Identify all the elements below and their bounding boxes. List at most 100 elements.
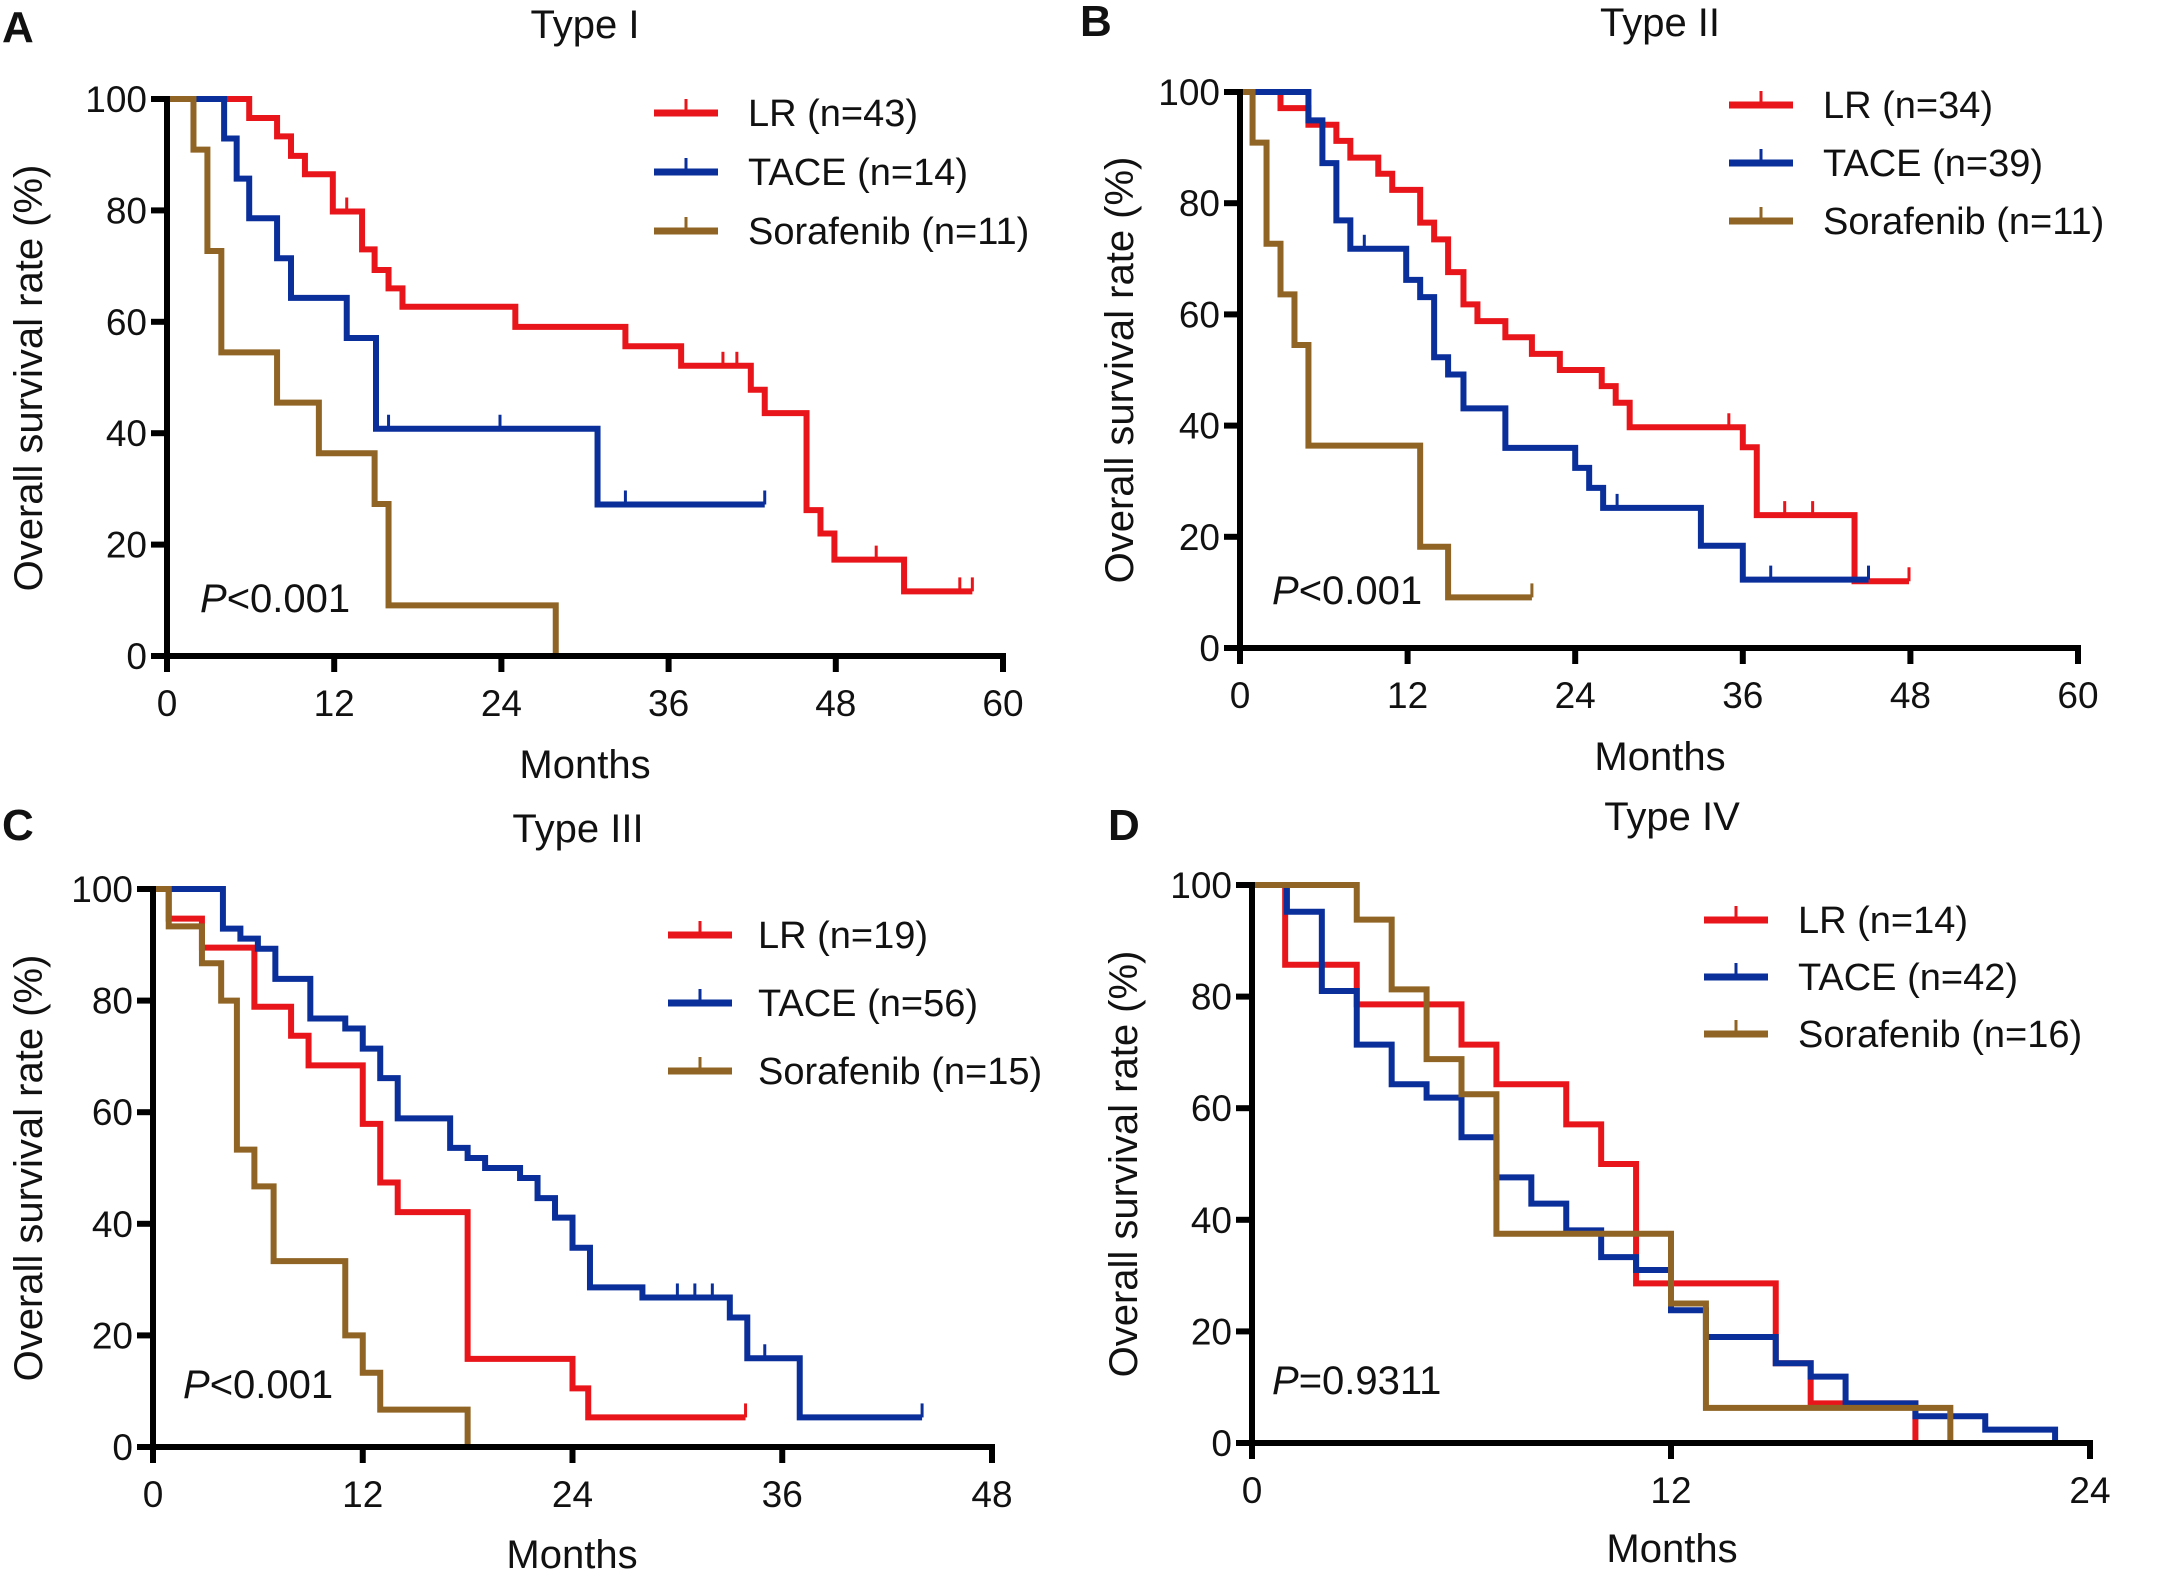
y-tick-label: 20 — [106, 525, 147, 566]
x-tick-label: 0 — [1230, 675, 1251, 716]
km-curve-tace — [167, 96, 765, 508]
panel-letter-d: D — [1108, 801, 1140, 850]
y-tick-label: 60 — [1191, 1088, 1232, 1129]
legend-label-tace: TACE (n=14) — [748, 152, 968, 194]
y-tick-label: 80 — [1179, 183, 1220, 224]
km-curve-lr — [153, 886, 746, 1421]
km-curve-sorafenib — [167, 96, 559, 656]
km-curve-tace — [1240, 89, 1869, 583]
km-curve-sorafenib — [153, 886, 471, 1447]
x-tick-label: 48 — [971, 1474, 1012, 1515]
legend-label-sorafenib: Sorafenib (n=11) — [748, 211, 1029, 253]
x-tick-label: 48 — [1890, 675, 1931, 716]
x-tick-label: 0 — [143, 1474, 164, 1515]
y-tick-label: 20 — [1179, 517, 1220, 558]
p-value-annotation: P<0.001 — [1272, 569, 1422, 613]
p-symbol: P — [200, 577, 227, 621]
x-tick-label: 24 — [552, 1474, 593, 1515]
y-tick-label: 100 — [1158, 72, 1220, 113]
y-tick-label: 80 — [106, 190, 147, 231]
y-tick-label: 60 — [92, 1092, 133, 1133]
km-curve-lr — [167, 96, 973, 595]
x-axis-label: Months — [1594, 735, 1725, 779]
y-tick-label: 100 — [1170, 865, 1232, 906]
legend: LR (n=14) TACE (n=42) Sorafenib (n=16) — [1704, 900, 2082, 1056]
km-curve-lr — [1240, 89, 1909, 585]
y-tick-label: 40 — [92, 1204, 133, 1245]
km-curve-tace — [153, 886, 923, 1421]
y-tick-label: 40 — [1179, 406, 1220, 447]
legend: LR (n=19) TACE (n=56) Sorafenib (n=15) — [668, 915, 1042, 1093]
p-value: <0.001 — [210, 1363, 333, 1407]
x-tick-label: 24 — [481, 683, 522, 724]
p-value: <0.001 — [1299, 569, 1422, 613]
x-tick-label: 12 — [314, 683, 355, 724]
panel-letter-b: B — [1080, 0, 1112, 46]
panel-a: A Type I Months Overall survival rate (%… — [2, 3, 1029, 787]
legend: LR (n=43) TACE (n=14) Sorafenib (n=11) — [654, 93, 1029, 253]
x-tick-label: 60 — [2057, 675, 2098, 716]
km-curve-sorafenib — [1240, 89, 1532, 601]
x-tick-label: 12 — [1387, 675, 1428, 716]
legend-label-lr: LR (n=19) — [758, 915, 928, 957]
panel-title: Type I — [531, 3, 640, 47]
y-tick-label: 0 — [1199, 628, 1220, 669]
x-tick-label: 24 — [2069, 1470, 2110, 1511]
y-axis-label: Overall survival rate (%) — [1102, 951, 1146, 1378]
panel-letter-a: A — [2, 3, 34, 52]
y-tick-label: 0 — [112, 1427, 133, 1468]
x-axis-label: Months — [506, 1533, 637, 1573]
y-axis-label: Overall survival rate (%) — [7, 955, 51, 1382]
p-value: <0.001 — [227, 577, 350, 621]
y-tick-label: 100 — [71, 869, 133, 910]
x-tick-label: 36 — [762, 1474, 803, 1515]
y-tick-label: 60 — [106, 302, 147, 343]
x-tick-label: 48 — [815, 683, 856, 724]
legend-label-tace: TACE (n=56) — [758, 983, 978, 1025]
x-tick-label: 36 — [1722, 675, 1763, 716]
y-axis-label: Overall survival rate (%) — [1098, 157, 1142, 584]
panel-title: Type III — [512, 807, 643, 851]
y-tick-label: 80 — [1191, 977, 1232, 1018]
x-tick-label: 0 — [157, 683, 178, 724]
legend-label-tace: TACE (n=39) — [1823, 143, 2043, 185]
p-symbol: P — [1272, 569, 1299, 613]
panel-c: C Type III Months Overall survival rate … — [2, 801, 1042, 1573]
x-tick-label: 12 — [1650, 1470, 1691, 1511]
p-value-annotation: P<0.001 — [200, 577, 350, 621]
y-tick-label: 20 — [1191, 1311, 1232, 1352]
legend-label-sorafenib: Sorafenib (n=11) — [1823, 201, 2104, 243]
panel-b: B Type II Months Overall survival rate (… — [1080, 0, 2104, 779]
x-tick-label: 60 — [982, 683, 1023, 724]
y-axis-label: Overall survival rate (%) — [7, 165, 51, 592]
p-symbol: P — [183, 1363, 210, 1407]
legend-label-lr: LR (n=43) — [748, 93, 918, 135]
km-curve-sorafenib — [1252, 882, 1954, 1443]
p-symbol: P — [1272, 1359, 1299, 1403]
p-value-annotation: P<0.001 — [183, 1363, 333, 1407]
panel-title: Type II — [1600, 1, 1720, 45]
panel-title: Type IV — [1604, 795, 1740, 839]
y-tick-label: 0 — [126, 636, 147, 677]
p-value: =0.9311 — [1299, 1359, 1442, 1403]
y-tick-label: 60 — [1179, 294, 1220, 335]
legend-label-tace: TACE (n=42) — [1798, 957, 2018, 999]
legend: LR (n=34) TACE (n=39) Sorafenib (n=11) — [1729, 85, 2104, 243]
y-tick-label: 0 — [1211, 1423, 1232, 1464]
legend-label-sorafenib: Sorafenib (n=16) — [1798, 1014, 2082, 1056]
y-tick-label: 80 — [92, 981, 133, 1022]
x-axis-label: Months — [519, 743, 650, 787]
legend-label-sorafenib: Sorafenib (n=15) — [758, 1051, 1042, 1093]
y-tick-label: 40 — [106, 413, 147, 454]
x-tick-label: 36 — [648, 683, 689, 724]
x-tick-label: 0 — [1242, 1470, 1263, 1511]
y-tick-label: 100 — [85, 79, 147, 120]
x-axis-label: Months — [1606, 1527, 1737, 1571]
legend-label-lr: LR (n=34) — [1823, 85, 1993, 127]
y-tick-label: 40 — [1191, 1200, 1232, 1241]
p-value-annotation: P=0.9311 — [1272, 1359, 1441, 1403]
y-tick-label: 20 — [92, 1315, 133, 1356]
km-curve-tace — [1252, 882, 2059, 1443]
legend-label-lr: LR (n=14) — [1798, 900, 1968, 942]
x-tick-label: 12 — [342, 1474, 383, 1515]
